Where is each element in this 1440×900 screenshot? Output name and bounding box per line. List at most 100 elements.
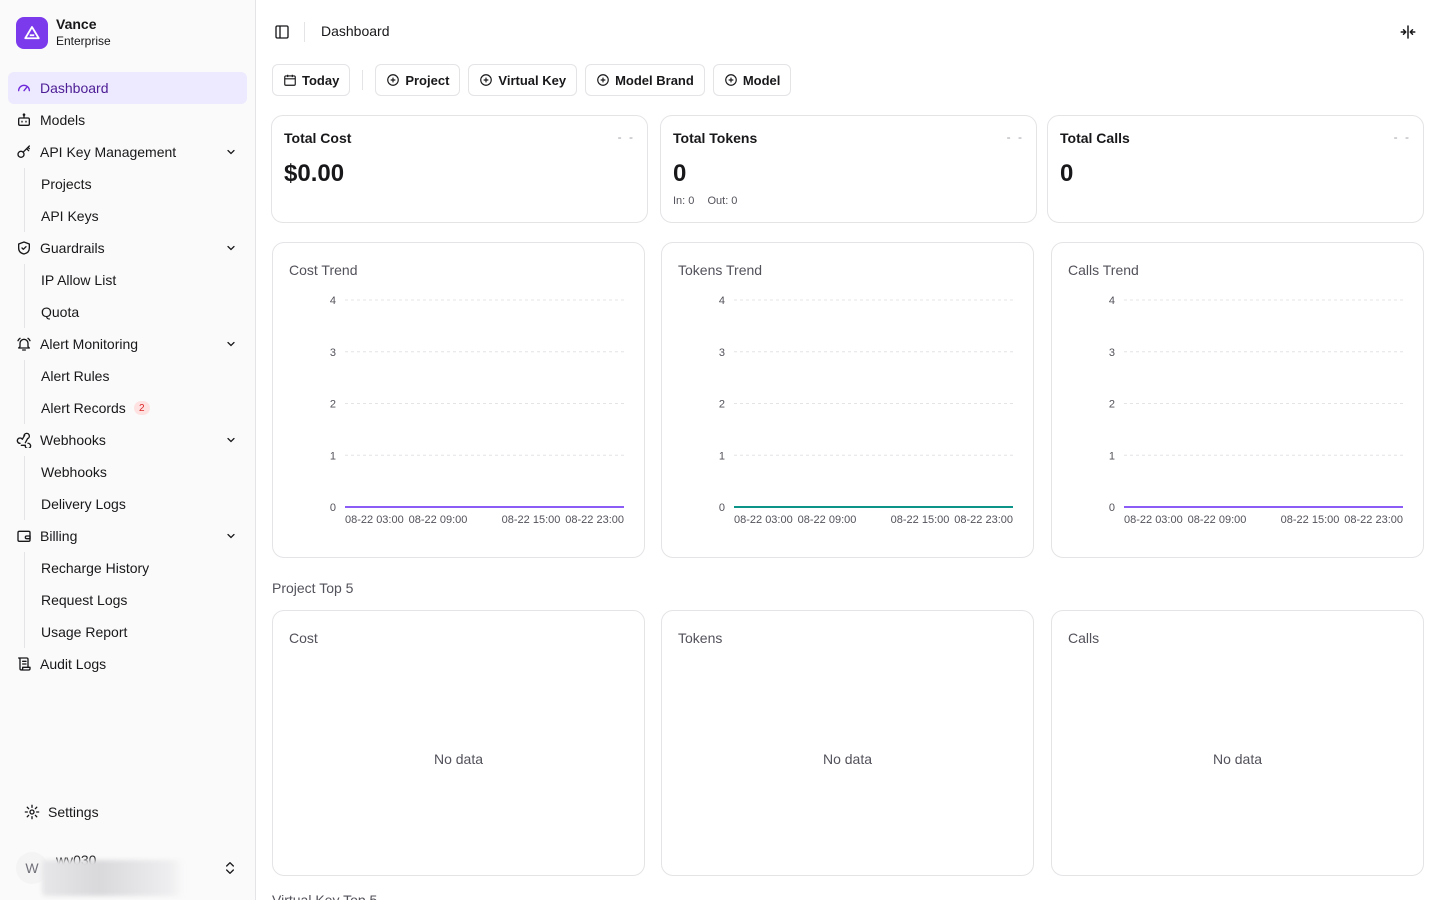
chevron-down-icon[interactable] (223, 240, 239, 256)
sidebar-item-billing[interactable]: Billing (8, 520, 247, 552)
empty-state: No data (1212, 751, 1263, 767)
sidebar-item-webhooks-list[interactable]: Webhooks (41, 464, 107, 480)
y-tick-label: 1 (330, 450, 336, 462)
chevron-down-icon[interactable] (223, 432, 239, 448)
plus-circle-icon (479, 73, 493, 87)
stat-value: 0 (1060, 160, 1074, 187)
y-tick-label: 2 (719, 399, 725, 411)
y-tick-label: 0 (719, 502, 725, 514)
empty-state: No data (433, 751, 484, 767)
model-brand-filter-button[interactable]: Model Brand (585, 64, 705, 96)
sidebar-item-quota[interactable]: Quota (41, 304, 80, 320)
y-tick-label: 3 (719, 347, 725, 359)
filter-bar: Today Project Virtual Key Model Brand Mo… (272, 64, 799, 96)
sidebar-item-label: Dashboard (40, 80, 109, 96)
total-tokens-card: Total Tokens - - 0 In: 0 Out: 0 (660, 115, 1037, 223)
sidebar-item-alert-records[interactable]: Alert Records 2 (33, 392, 247, 424)
y-tick-label: 2 (330, 399, 336, 411)
stat-change: - - (617, 130, 635, 144)
x-tick-label: 08-22 23:00 (565, 514, 624, 526)
calls-trend-chart: 0 1 2 3 4 08-22 03:00 08-22 09:00 08-22 15:00 08… (1109, 295, 1403, 526)
chart-title: Calls Trend (1068, 262, 1139, 278)
sidebar-toggle-icon[interactable] (272, 22, 292, 42)
sidebar-item-settings[interactable]: Settings (16, 796, 246, 828)
section-title-project-top5: Project Top 5 (272, 580, 354, 596)
y-tick-label: 4 (719, 295, 725, 307)
plus-circle-icon (724, 73, 738, 87)
sidebar-item-label: Models (40, 112, 86, 128)
key-icon (16, 144, 32, 160)
x-tick-label: 08-22 09:00 (1188, 514, 1247, 526)
chevron-down-icon[interactable] (223, 528, 239, 544)
sidebar-item-models[interactable]: Models (8, 104, 247, 136)
filter-divider (362, 70, 364, 90)
sidebar-nav: Dashboard Models API Key Management Proj… (8, 72, 247, 680)
x-tick-label: 08-22 23:00 (954, 514, 1013, 526)
page-title: Dashboard (321, 23, 390, 39)
expand-icon[interactable] (1398, 22, 1418, 42)
sidebar-item-ip-allow-list[interactable]: IP Allow List (41, 272, 117, 288)
model-filter-button[interactable]: Model (712, 64, 792, 96)
sidebar-item-webhooks[interactable]: Webhooks (8, 424, 247, 456)
sidebar-item-guardrails[interactable]: Guardrails (8, 232, 247, 264)
card-title: Calls (1068, 630, 1100, 646)
project-filter-button[interactable]: Project (375, 64, 461, 96)
project-top5-tokens-card: Tokens No data (661, 610, 1034, 876)
y-tick-label: 1 (719, 450, 725, 462)
sidebar-item-recharge-history[interactable]: Recharge History (41, 560, 150, 576)
stat-value: $0.00 (284, 160, 345, 187)
stat-title: Total Cost (284, 130, 352, 146)
sidebar-item-projects[interactable]: Projects (41, 176, 92, 192)
total-cost-card: Total Cost - - $0.00 (271, 115, 648, 223)
y-tick-label: 4 (330, 295, 336, 307)
stat-change: - - (1006, 130, 1024, 144)
sidebar-item-audit-logs[interactable]: Audit Logs (8, 648, 247, 680)
sidebar-item-usage-report[interactable]: Usage Report (41, 624, 128, 640)
sidebar-subgroup-api-key-management: Projects API Keys (24, 168, 247, 232)
user-email-redacted (42, 860, 184, 896)
bot-icon (16, 112, 32, 128)
stat-title: Total Calls (1060, 130, 1130, 146)
gear-icon (24, 804, 40, 820)
x-tick-label: 08-22 23:00 (1344, 514, 1403, 526)
date-range-button[interactable]: Today (272, 64, 351, 96)
stat-change: - - (1393, 130, 1411, 144)
shield-icon (16, 240, 32, 256)
chevron-down-icon[interactable] (223, 336, 239, 352)
x-tick-label: 08-22 03:00 (345, 514, 404, 526)
settings-label: Settings (48, 804, 99, 820)
project-top5-calls-card: Calls No data (1051, 610, 1424, 876)
virtual-key-filter-button[interactable]: Virtual Key (468, 64, 578, 96)
sidebar-item-api-key-management[interactable]: API Key Management (8, 136, 247, 168)
chevron-down-icon[interactable] (223, 144, 239, 160)
user-menu[interactable]: W wy030 (16, 852, 246, 896)
model-filter-label: Model (742, 72, 781, 88)
topbar-divider (304, 22, 305, 42)
topbar: Dashboard (256, 0, 1440, 64)
sidebar-subgroup-guardrails: IP Allow List Quota (24, 264, 247, 328)
sidebar-item-delivery-logs[interactable]: Delivery Logs (41, 496, 126, 512)
plus-circle-icon (386, 73, 400, 87)
sidebar-item-alert-monitoring[interactable]: Alert Monitoring (8, 328, 247, 360)
sidebar-item-label: Alert Records (41, 400, 126, 416)
y-tick-label: 2 (1109, 399, 1115, 411)
wallet-icon (16, 528, 32, 544)
sidebar-item-dashboard[interactable]: Dashboard (8, 72, 247, 104)
sidebar-item-label: Webhooks (40, 432, 106, 448)
sidebar-item-label: Audit Logs (40, 656, 107, 672)
sidebar-subgroup-billing: Recharge History Request Logs Usage Repo… (24, 552, 247, 648)
tokens-breakdown: In: 0 Out: 0 (673, 195, 747, 207)
total-calls-card: Total Calls - - 0 (1047, 115, 1424, 223)
sidebar-item-alert-rules[interactable]: Alert Rules (41, 368, 110, 384)
chevrons-up-down-icon[interactable] (222, 860, 238, 876)
x-tick-label: 08-22 15:00 (891, 514, 950, 526)
stat-title: Total Tokens (673, 130, 758, 146)
tokens-trend-card: Tokens Trend 0 1 2 3 4 08-22 03:00 08-22 09:00… (661, 242, 1034, 558)
brand[interactable]: Vance Enterprise (16, 16, 111, 50)
plus-circle-icon (596, 73, 610, 87)
sidebar-item-request-logs[interactable]: Request Logs (41, 592, 128, 608)
y-tick-label: 0 (1109, 502, 1115, 514)
y-tick-label: 1 (1109, 450, 1115, 462)
sidebar-item-api-keys[interactable]: API Keys (41, 208, 99, 224)
empty-state: No data (822, 751, 873, 767)
